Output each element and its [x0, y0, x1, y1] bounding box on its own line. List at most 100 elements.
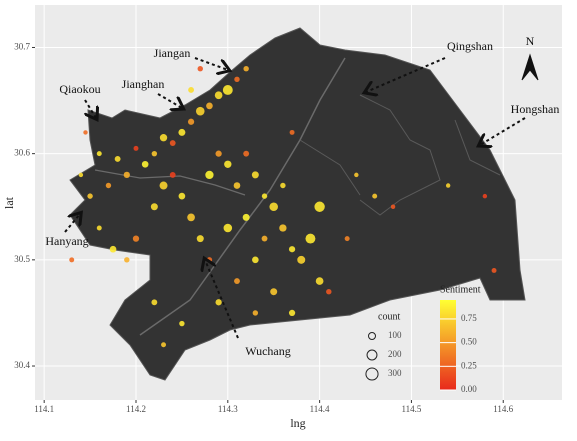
data-point: [252, 310, 259, 316]
data-point: [133, 145, 139, 151]
data-point: [233, 182, 241, 189]
arrow: [157, 93, 182, 108]
data-point: [206, 102, 213, 110]
data-point: [261, 193, 268, 199]
x-axis-label: lng: [290, 416, 305, 430]
y-tick-label: 30.7: [14, 42, 30, 52]
size-legend-label: 200: [388, 349, 402, 359]
annotation: Hongshan: [511, 102, 560, 116]
data-point: [252, 256, 259, 264]
data-point: [223, 223, 233, 233]
size-legend-key: [368, 332, 376, 340]
data-point: [222, 84, 233, 95]
data-point: [344, 236, 350, 242]
data-point: [124, 257, 130, 263]
data-point: [197, 65, 203, 72]
x-tick-label: 114.5: [401, 404, 421, 414]
data-point: [178, 128, 186, 136]
data-point: [445, 183, 451, 188]
annotation: Hanyang: [45, 234, 88, 248]
data-point: [96, 225, 102, 231]
data-point: [123, 171, 130, 179]
data-point: [234, 278, 240, 285]
data-point: [354, 172, 359, 178]
annotation: Wuchang: [245, 344, 291, 358]
north-label: N: [526, 34, 535, 48]
size-legend-key: [366, 349, 378, 361]
data-point: [169, 140, 176, 146]
data-point: [161, 342, 167, 348]
color-legend-label: 0.50: [461, 337, 477, 347]
data-point: [288, 246, 296, 253]
data-point: [491, 267, 497, 273]
data-point: [206, 257, 213, 263]
data-point: [196, 235, 204, 243]
data-point: [315, 277, 324, 285]
data-point: [178, 192, 186, 200]
river: [139, 57, 346, 336]
y-tick-label: 30.4: [14, 360, 30, 370]
data-point: [305, 233, 316, 244]
district-border: [299, 94, 501, 216]
size-legend-label: 100: [388, 330, 402, 340]
color-legend-label: 0.75: [461, 313, 477, 323]
data-point: [314, 201, 325, 212]
data-point: [78, 172, 84, 178]
data-point: [372, 193, 378, 199]
data-point: [83, 130, 88, 135]
data-point: [280, 182, 286, 189]
size-legend-key: [365, 367, 379, 381]
x-tick-label: 114.4: [310, 404, 330, 414]
data-point: [132, 235, 140, 242]
color-bar: [440, 300, 456, 390]
data-point: [261, 235, 268, 242]
data-point: [251, 171, 259, 179]
data-point: [279, 224, 287, 232]
y-axis-label: lat: [2, 196, 16, 209]
x-tick-label: 114.6: [493, 404, 513, 414]
size-legend-label: 300: [388, 368, 402, 378]
data-point: [151, 299, 158, 306]
data-point: [243, 150, 250, 157]
annotation: Jianghan: [122, 77, 165, 91]
data-point: [242, 213, 250, 221]
x-tick-label: 114.1: [34, 404, 54, 414]
data-point: [289, 129, 295, 135]
size-legend-title: count: [378, 311, 400, 322]
arrow: [64, 214, 80, 233]
data-point: [215, 150, 222, 157]
data-point: [187, 118, 195, 125]
data-point: [96, 151, 102, 157]
data-point: [390, 204, 396, 209]
y-tick-label: 30.6: [14, 148, 30, 158]
data-point: [297, 255, 306, 264]
data-point: [482, 193, 488, 199]
data-point: [151, 150, 158, 157]
data-point: [159, 134, 168, 142]
city-boundary: [69, 27, 526, 381]
color-legend-label: 0.00: [461, 384, 477, 394]
arrow: [205, 260, 239, 339]
data-point: [195, 106, 205, 116]
x-tick-label: 114.2: [126, 404, 146, 414]
data-point: [215, 299, 222, 306]
data-point: [187, 213, 195, 222]
data-point: [159, 181, 168, 190]
data-point: [224, 160, 232, 168]
north-arrow: [521, 53, 539, 81]
data-point: [288, 309, 296, 317]
data-point: [326, 288, 332, 295]
data-point: [69, 257, 75, 263]
color-legend-title: Sentiment: [440, 284, 481, 295]
annotation: Qingshan: [447, 39, 493, 53]
data-point: [114, 156, 121, 162]
data-point: [169, 171, 176, 178]
data-point: [214, 91, 223, 100]
annotation: Jiangan: [154, 46, 191, 60]
data-point: [109, 245, 117, 253]
data-point: [179, 320, 185, 327]
data-point: [205, 170, 214, 180]
color-legend-label: 0.25: [461, 360, 477, 370]
